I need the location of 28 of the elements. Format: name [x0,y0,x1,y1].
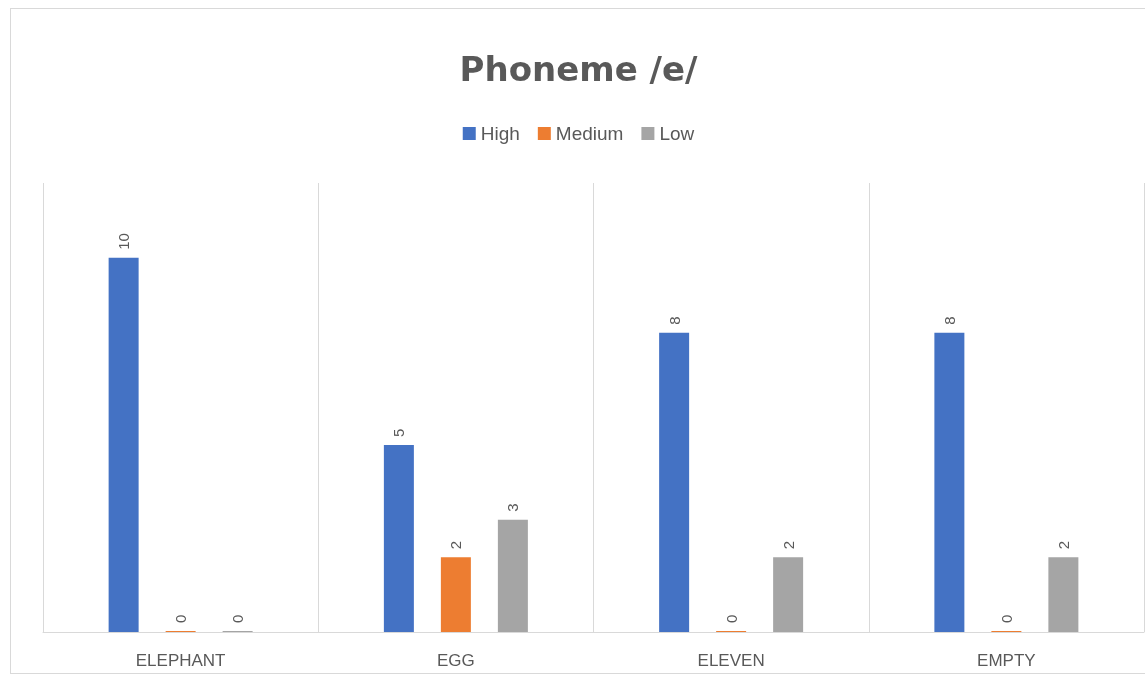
x-tick-label: ELEPHANT [135,651,226,670]
data-label: 0 [229,614,247,623]
legend-label: Medium [555,123,624,144]
bar [383,444,414,632]
bar [108,257,139,632]
legend-label: High [480,123,520,144]
bar [1048,557,1079,632]
bar [440,557,471,632]
x-tick-label: EGG [436,651,475,670]
data-label: 0 [997,614,1015,623]
data-label: 5 [390,428,408,437]
bar [934,332,965,632]
data-label: 8 [940,316,958,325]
bar [773,557,804,632]
data-label: 0 [722,614,740,623]
data-label: 2 [1054,540,1072,550]
data-label: 10 [115,233,133,250]
data-label: 8 [665,316,683,325]
bar [497,519,528,632]
x-tick-label: ELEVEN [697,651,765,670]
bar [659,332,690,632]
chart-title: Phoneme /e/ [459,49,699,89]
data-label: 2 [779,540,797,550]
data-label: 0 [172,614,190,623]
data-label: 2 [447,540,465,550]
data-label: 3 [504,503,522,512]
x-tick-label: EMPTY [977,651,1036,670]
legend-label: Low [659,123,695,144]
